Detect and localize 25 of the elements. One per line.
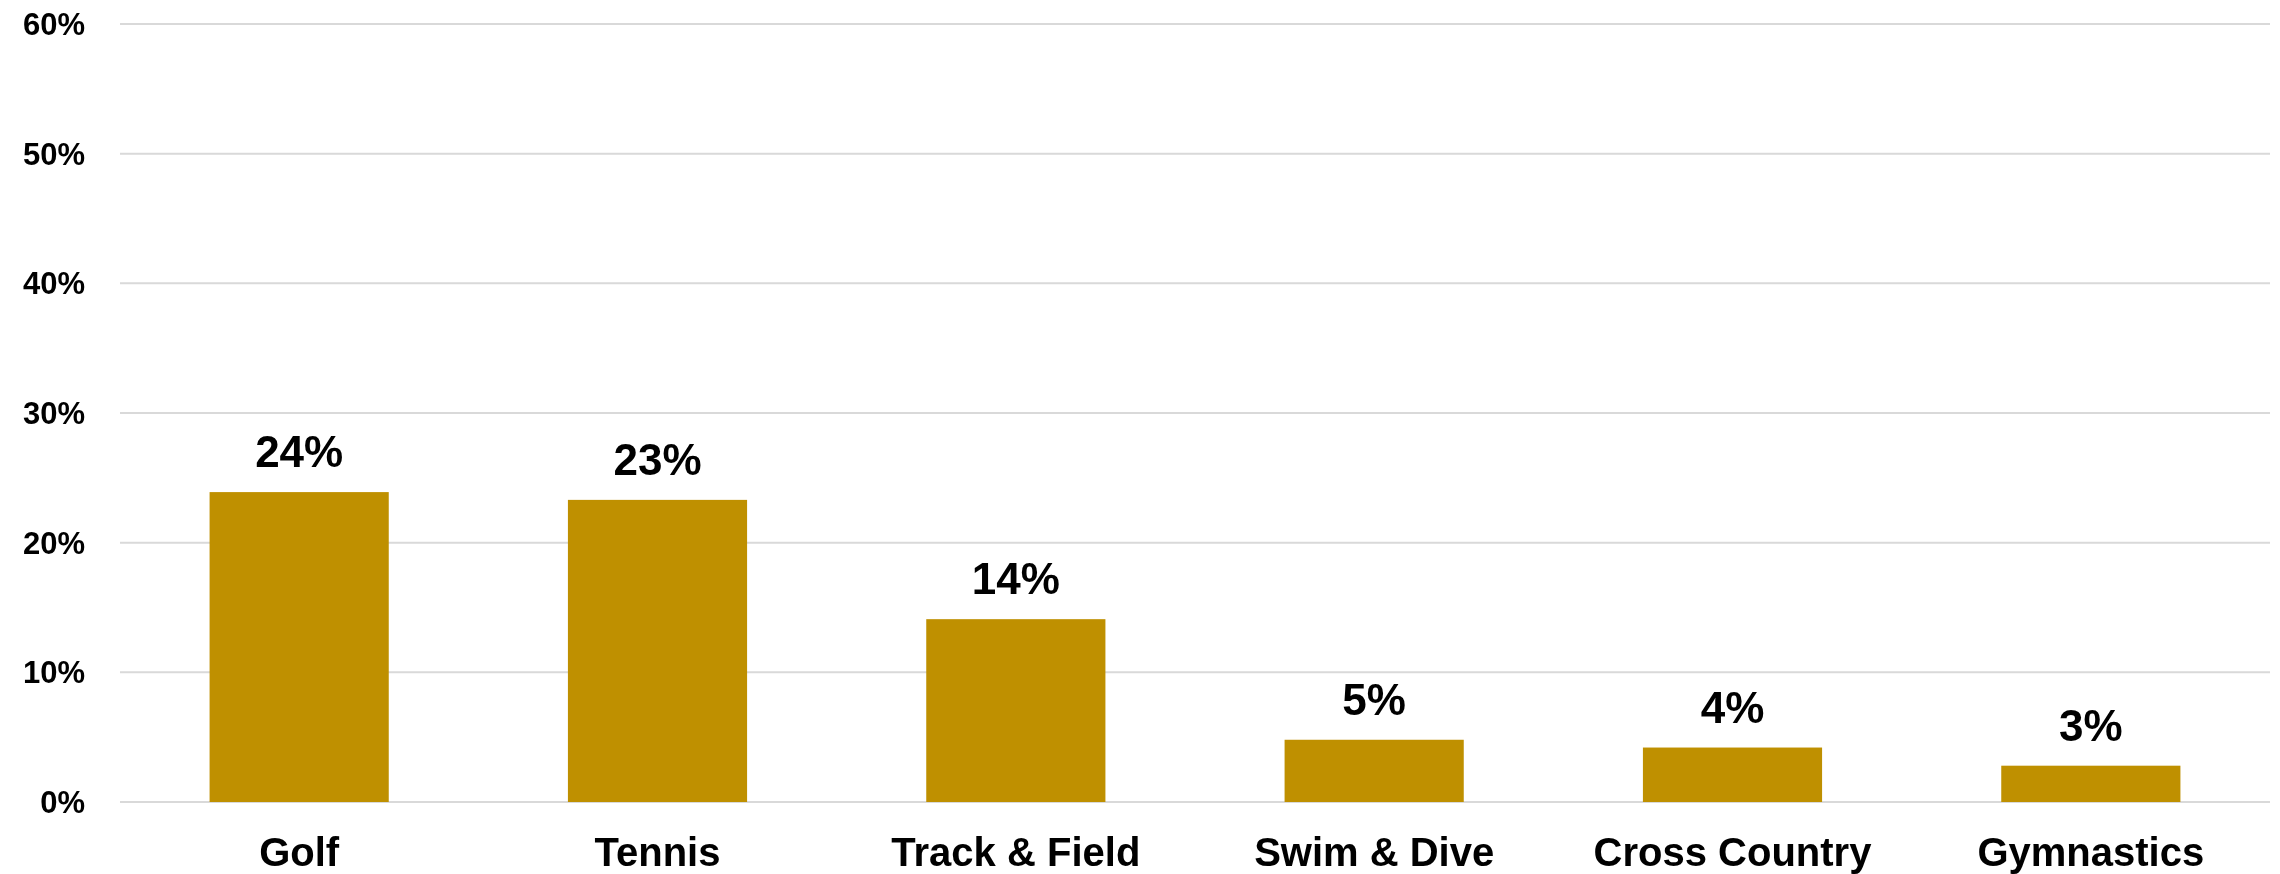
data-label: 3%	[2059, 700, 2123, 750]
x-tick-label: Track & Field	[891, 830, 1141, 874]
y-tick-label: 10%	[22, 655, 85, 691]
x-tick-label: Gymnastics	[1977, 830, 2205, 874]
y-tick-label: 60%	[22, 7, 85, 43]
data-label: 24%	[255, 427, 344, 477]
bar	[1284, 739, 1464, 802]
bar	[926, 619, 1106, 802]
bar	[1642, 747, 1823, 802]
y-tick-label: 40%	[22, 266, 85, 302]
bar	[2001, 765, 2181, 802]
bar	[209, 492, 389, 802]
data-label: 4%	[1700, 682, 1765, 732]
y-tick-label: 30%	[22, 396, 85, 432]
data-label: 14%	[971, 554, 1060, 604]
bar	[567, 499, 748, 802]
data-label: 5%	[1342, 674, 1406, 724]
y-tick-label: 0%	[40, 785, 85, 821]
y-tick-label: 50%	[22, 136, 85, 172]
x-tick-label: Swim & Dive	[1254, 830, 1495, 874]
x-tick-label: Tennis	[594, 830, 721, 874]
x-tick-label: Golf	[259, 830, 340, 874]
data-label: 23%	[613, 434, 702, 484]
y-tick-label: 20%	[22, 525, 85, 561]
x-tick-label: Cross Country	[1593, 830, 1873, 874]
